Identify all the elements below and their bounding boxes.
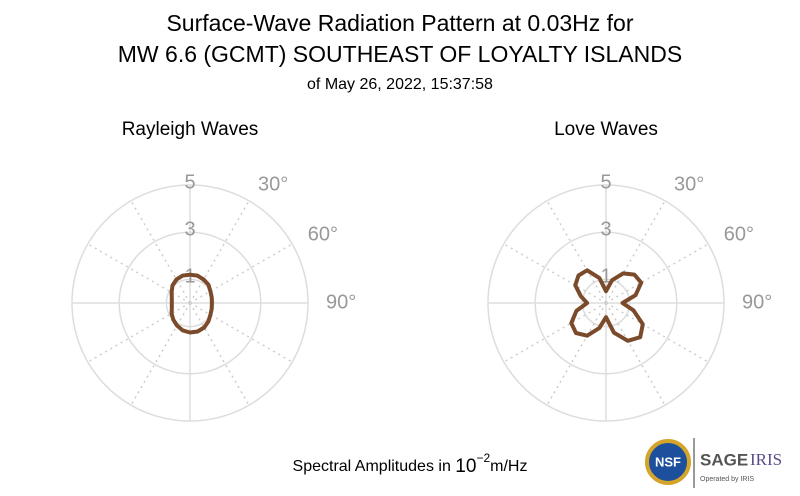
grid-spoke [503, 302, 607, 363]
grid-spoke [189, 302, 250, 406]
theta-tick-label: 90° [742, 291, 772, 313]
footer-exponent: −2 [476, 451, 490, 465]
pattern-line [169, 272, 214, 335]
grid-spoke [189, 200, 250, 304]
grid-spoke [503, 243, 607, 304]
grid-spoke [189, 243, 293, 304]
r-tick-label: 3 [184, 218, 195, 240]
theta-tick-label: 90° [326, 291, 356, 313]
grid-spoke [546, 302, 607, 406]
grid-spoke [605, 243, 709, 304]
theta-tick-label: 30° [258, 174, 288, 196]
operated-text: Operated by IRIS [700, 476, 754, 483]
title-line: Surface-Wave Radiation Pattern at 0.03Hz… [166, 10, 633, 36]
footer: Spectral Amplitudes in 10−2m/Hz [293, 451, 528, 477]
footer-unit: m/Hz [490, 458, 527, 475]
theta-tick-label: 60° [308, 223, 338, 245]
theta-tick-label: 30° [674, 174, 704, 196]
iris-text: IRIS [750, 450, 782, 469]
polar-chart: Love Waves 1 3 5 30° 60° 90° [487, 119, 772, 422]
nsf-seal [645, 439, 691, 485]
footer-base: 10 [455, 456, 476, 477]
grid-spoke [189, 302, 293, 363]
footer-text: Spectral Amplitudes in [293, 458, 451, 475]
subtitle: of May 26, 2022, 15:37:58 [307, 76, 493, 93]
grid-spoke [87, 302, 191, 363]
pattern-line [569, 268, 645, 343]
grid-spoke [605, 302, 709, 363]
r-tick-label: 5 [184, 171, 195, 193]
grid-spoke [546, 200, 607, 304]
theta-tick-label: 60° [724, 223, 754, 245]
grid-spoke [130, 200, 191, 304]
r-tick-label: 3 [600, 218, 611, 240]
chart-title: Rayleigh Waves [122, 119, 259, 140]
grid-spoke [605, 302, 666, 406]
grid-spoke [87, 243, 191, 304]
chart-title: Love Waves [554, 119, 658, 140]
grid-spoke [605, 200, 666, 304]
sage-text: SAGE [700, 450, 748, 469]
title-line: MW 6.6 (GCMT) SOUTHEAST OF LOYALTY ISLAN… [118, 41, 682, 67]
grid-spoke [130, 302, 191, 406]
nsf-text: NSF [655, 454, 681, 469]
r-tick-label: 5 [600, 171, 611, 193]
logo: NSF SAGE IRIS Operated by IRIS [645, 438, 782, 488]
r-tick-label: 1 [600, 266, 611, 288]
